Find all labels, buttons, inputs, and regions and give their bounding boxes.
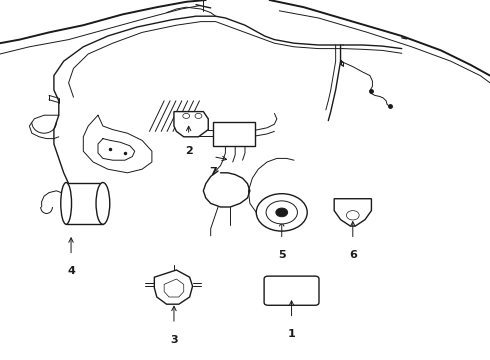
Text: 5: 5 (278, 250, 286, 260)
Circle shape (346, 211, 359, 220)
Circle shape (266, 201, 297, 224)
Text: 4: 4 (67, 266, 75, 276)
Text: 2: 2 (185, 146, 193, 156)
Circle shape (183, 113, 190, 118)
Circle shape (276, 208, 288, 217)
Polygon shape (174, 112, 208, 137)
Polygon shape (164, 279, 184, 297)
FancyBboxPatch shape (213, 122, 255, 146)
Polygon shape (334, 199, 371, 226)
Circle shape (195, 113, 202, 118)
FancyBboxPatch shape (264, 276, 319, 305)
Text: 6: 6 (349, 250, 357, 260)
Polygon shape (154, 270, 193, 304)
Text: 1: 1 (288, 329, 295, 339)
Text: 7: 7 (209, 167, 217, 177)
Text: 3: 3 (170, 335, 178, 345)
Ellipse shape (61, 183, 72, 224)
FancyBboxPatch shape (66, 183, 103, 224)
Ellipse shape (96, 183, 110, 224)
Circle shape (256, 194, 307, 231)
